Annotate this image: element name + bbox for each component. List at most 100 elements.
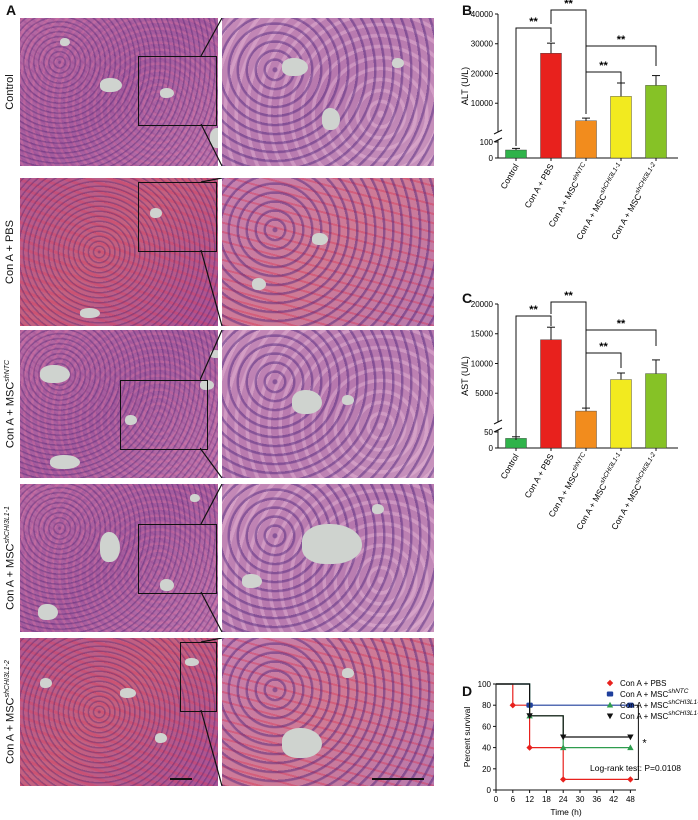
connector-line: [200, 638, 223, 643]
vessel-lumen: [282, 58, 308, 76]
y-tick-label: 50: [484, 428, 493, 437]
vessel-lumen: [40, 365, 70, 383]
x-tick-label: Con A + PBS: [522, 162, 556, 210]
bar: [575, 120, 597, 159]
vessel-lumen: [372, 504, 384, 514]
panel-label-b: B: [462, 2, 473, 18]
survival-point: [627, 744, 634, 751]
connector-line: [200, 591, 223, 632]
significance-label: **: [599, 60, 608, 72]
vessel-lumen: [100, 78, 122, 92]
y-tick-label: 10000: [471, 359, 494, 368]
vessel-lumen: [292, 390, 322, 414]
zoom-connector: [200, 18, 223, 166]
histology-overview-image: [20, 330, 218, 478]
vessel-lumen: [160, 88, 174, 98]
survival-point: [627, 702, 634, 708]
axis-break-mark: [493, 129, 503, 135]
histology-overview-image: [20, 178, 218, 326]
vessel-lumen: [342, 668, 354, 678]
x-tick-label: 36: [592, 795, 601, 804]
zoom-connector: [200, 178, 223, 326]
survival-point: [526, 744, 533, 751]
vessel-lumen: [190, 494, 200, 502]
vessel-lumen: [312, 233, 328, 245]
bar: [505, 149, 527, 159]
y-tick-label: 0: [489, 154, 494, 163]
x-tick-label: Control: [498, 452, 520, 481]
significance-bracket: [634, 704, 639, 780]
vessel-lumen: [282, 728, 322, 758]
y-axis-label: AST (U/L): [460, 356, 470, 396]
vessel-lumen: [80, 308, 100, 318]
histology-overview-image: [20, 18, 218, 166]
axis-break-mark: [493, 419, 503, 425]
y-tick-label: 5000: [475, 389, 493, 398]
survival-point: [627, 776, 634, 783]
x-tick-label: Con A + PBS: [522, 452, 556, 500]
histology-row-label: Con A + MSCshCHI3L1-2: [4, 660, 17, 764]
zoom-region-box: [138, 182, 217, 252]
x-tick-label: 42: [609, 795, 618, 804]
y-tick-label: 0: [487, 786, 492, 795]
vessel-lumen: [100, 532, 120, 562]
significance-bracket: [585, 71, 622, 110]
significance-label: *: [642, 737, 647, 749]
vessel-lumen: [150, 208, 162, 218]
legend-marker: [606, 691, 614, 697]
connector-line: [200, 484, 223, 525]
significance-bracket: [585, 45, 657, 70]
axis-break-mark: [493, 137, 503, 143]
histology-overview-image: [20, 638, 218, 786]
vessel-lumen: [120, 688, 136, 698]
survival-point: [627, 734, 634, 741]
significance-bracket: [585, 329, 657, 352]
log-rank-annotation: Log-rank test: P=0.0108: [590, 763, 681, 773]
y-axis-label: ALT (U/L): [460, 67, 470, 105]
y-tick-label: 40: [482, 744, 491, 753]
bar: [540, 339, 562, 449]
survival-point: [509, 702, 516, 709]
bar: [645, 373, 667, 449]
histology-row-label: Con A + MSCshCHI3L1-1: [4, 506, 17, 610]
vessel-lumen: [302, 524, 362, 564]
connector-line: [200, 709, 223, 786]
legend-label: Con A + MSCshCHI3L1-2: [620, 710, 698, 721]
significance-bracket: [515, 27, 552, 146]
histology-zoom-image: [222, 18, 434, 166]
histology-zoom-image: [222, 638, 434, 786]
y-tick-label: 100: [478, 680, 492, 689]
x-tick-label: 18: [542, 795, 551, 804]
zoom-region-box: [138, 524, 217, 594]
survival-point: [560, 734, 567, 741]
x-tick-label: Control: [498, 162, 520, 191]
axis-break-mark: [493, 427, 503, 433]
histology-zoom-image: [222, 330, 434, 478]
vessel-lumen: [392, 58, 404, 68]
significance-label: **: [599, 341, 608, 353]
x-tick-label: 6: [511, 795, 516, 804]
x-tick-label: 48: [626, 795, 635, 804]
x-tick-label: 12: [525, 795, 534, 804]
y-tick-label: 20000: [471, 69, 494, 78]
y-tick-label: 80: [482, 701, 491, 710]
survival-chart: 0 20 40 60 80 100 0 6 12 18 24 30 36 42 48 Time (h) Perc…: [462, 679, 698, 817]
vessel-lumen: [40, 678, 52, 688]
vessel-lumen: [210, 128, 218, 148]
significance-label: **: [564, 290, 573, 302]
bar: [610, 379, 632, 449]
y-tick-label: 100: [480, 138, 494, 147]
survival-curve: [496, 683, 631, 738]
survival-point: [560, 776, 567, 783]
y-axis-label: Percent survival: [462, 707, 472, 768]
connector-line: [200, 330, 223, 381]
zoom-connector: [200, 330, 223, 478]
vessel-lumen: [160, 579, 174, 591]
zoom-region-box: [138, 56, 217, 126]
bar: [645, 85, 667, 159]
vessel-lumen: [252, 278, 266, 290]
y-tick-label: 20000: [471, 300, 494, 309]
connector-line: [200, 123, 223, 166]
significance-label: **: [529, 16, 538, 28]
connector-line: [200, 447, 223, 478]
